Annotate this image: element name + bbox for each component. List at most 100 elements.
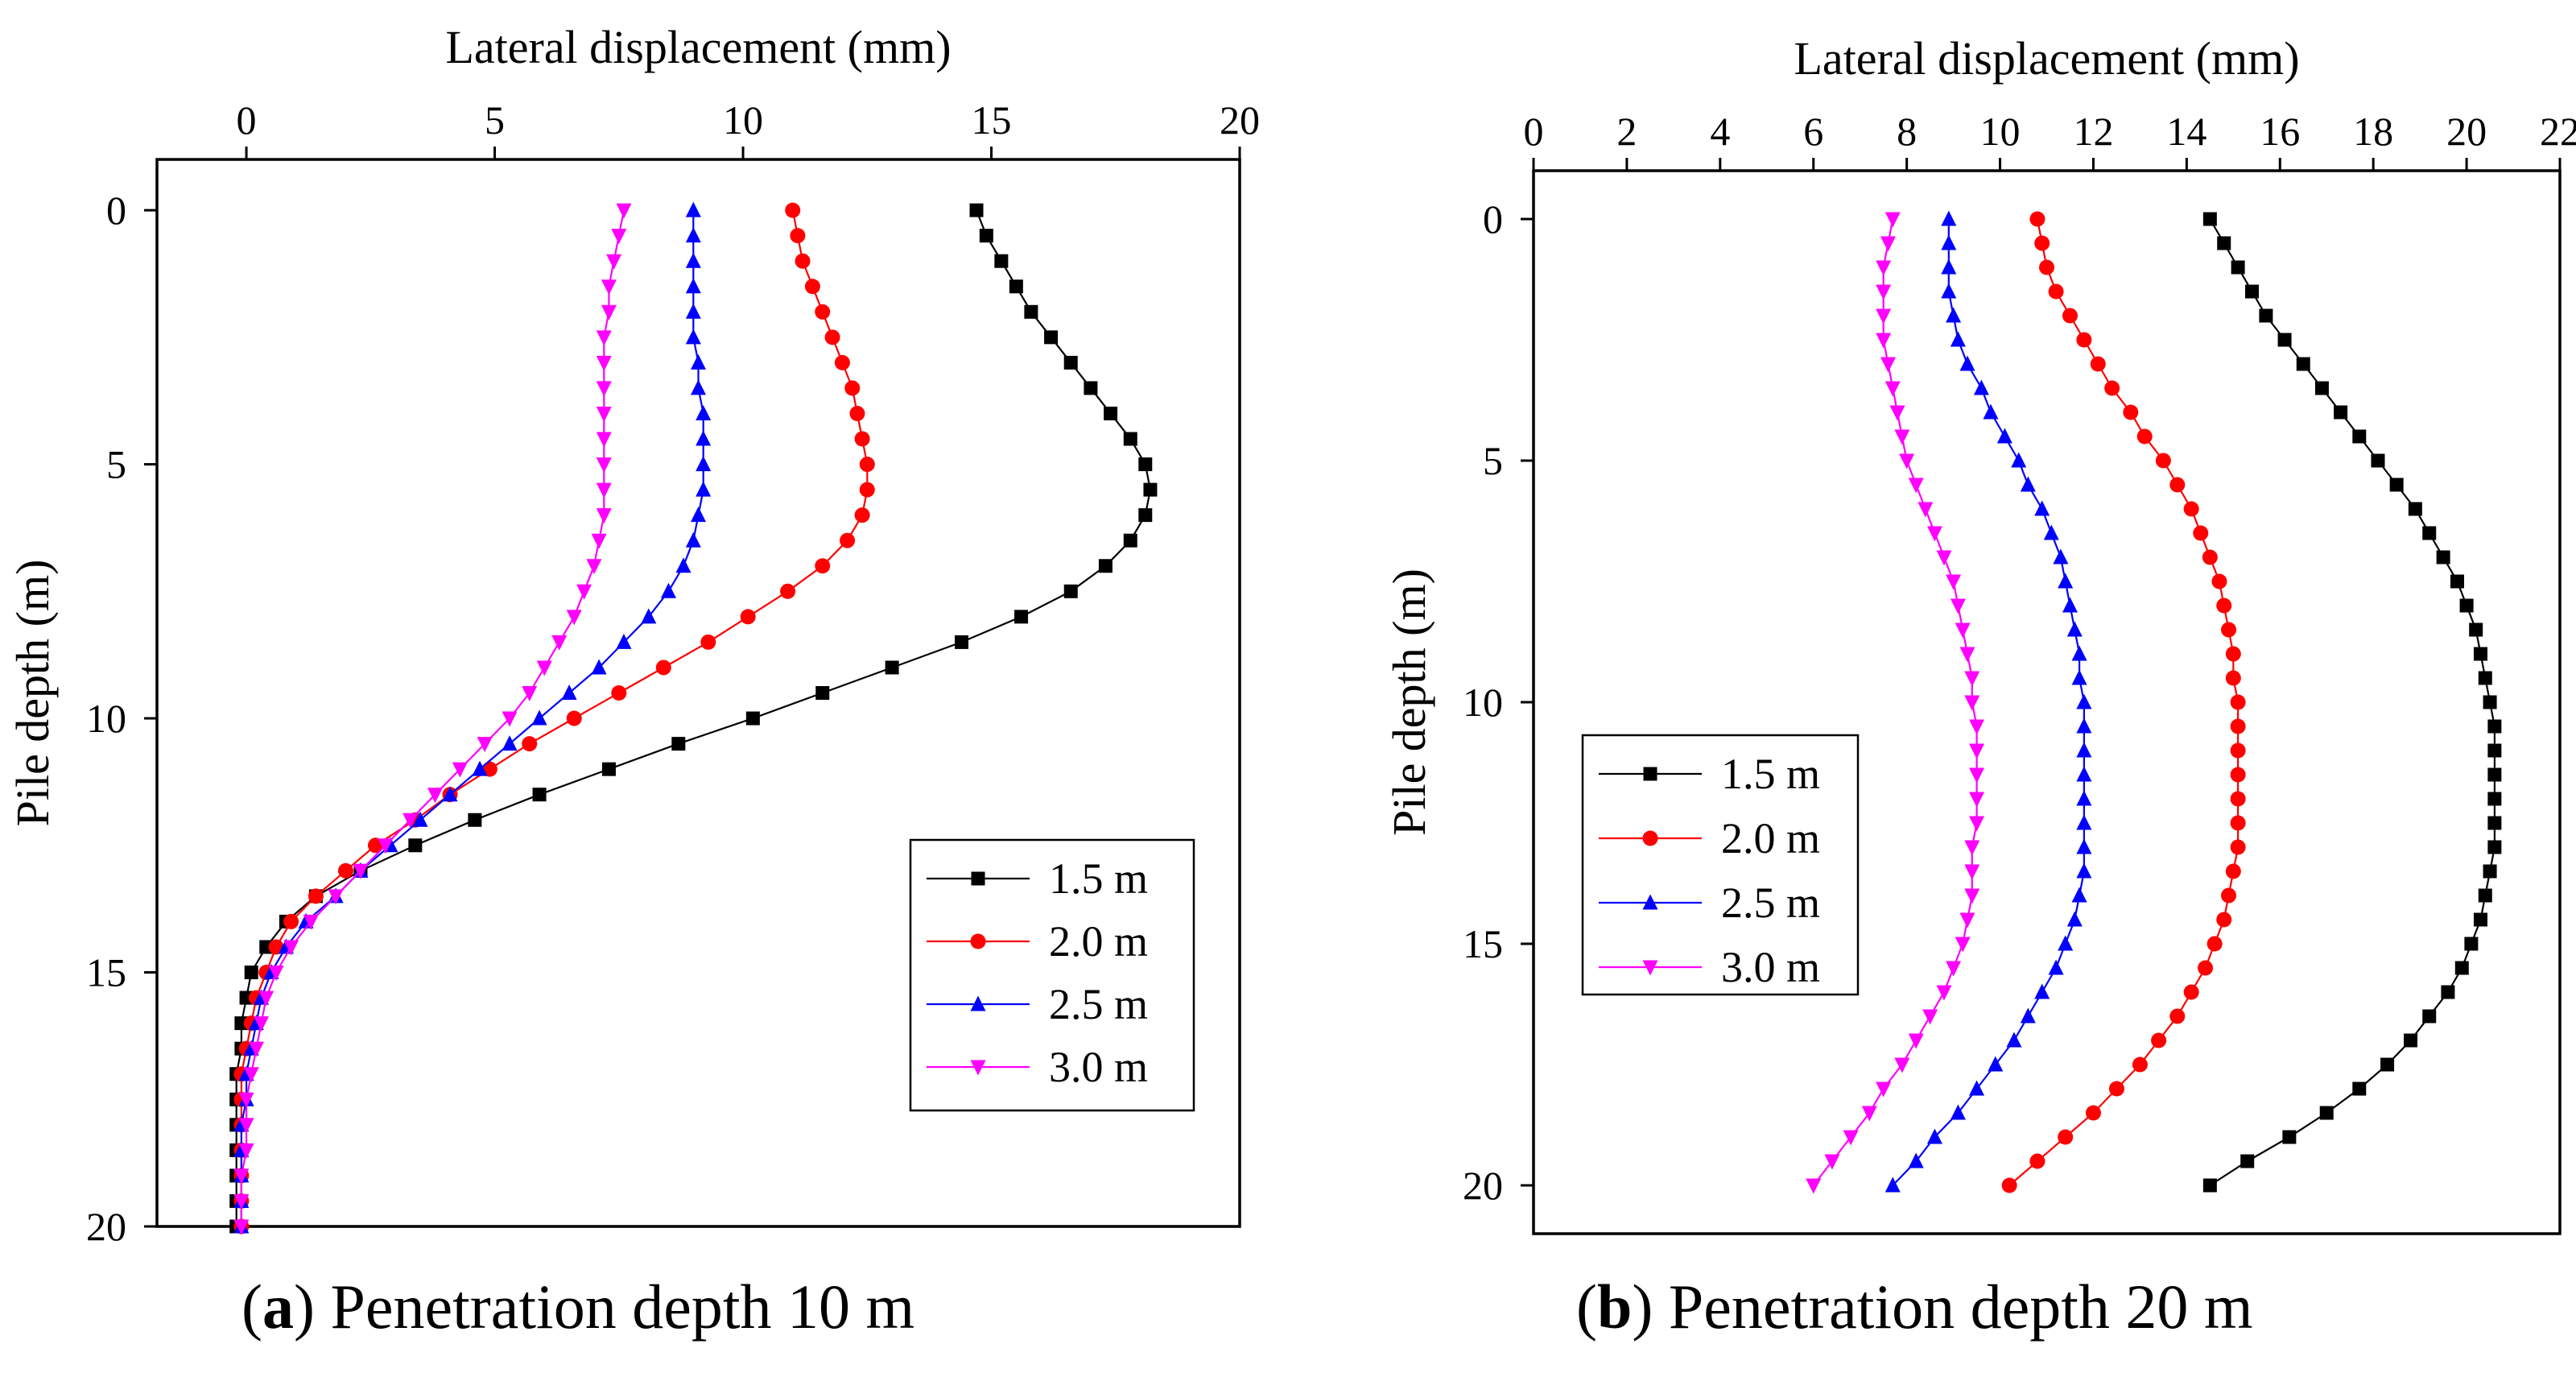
- data-point: [685, 278, 701, 294]
- legend-marker: [1642, 830, 1658, 846]
- data-point: [2473, 912, 2487, 927]
- data-point: [2020, 1007, 2036, 1024]
- data-point: [2487, 719, 2502, 734]
- data-point: [1876, 284, 1892, 300]
- data-point: [2108, 1081, 2124, 1097]
- data-point: [2193, 525, 2209, 541]
- data-point: [1009, 279, 1023, 294]
- data-point: [2487, 816, 2502, 830]
- legend-label: 3.0 m: [1721, 943, 1820, 991]
- data-point: [691, 379, 706, 395]
- data-point: [1969, 719, 1985, 735]
- data-point: [685, 252, 701, 268]
- data-point: [969, 203, 984, 217]
- data-point: [2230, 839, 2246, 855]
- data-point: [2408, 502, 2422, 516]
- data-point: [1964, 671, 1980, 687]
- data-point: [1996, 428, 2013, 444]
- data-point: [2334, 405, 2348, 420]
- data-point: [1104, 406, 1118, 420]
- data-point: [844, 380, 861, 396]
- data-point: [2231, 260, 2245, 275]
- data-point: [2202, 549, 2218, 565]
- data-point: [1959, 647, 1975, 663]
- data-point: [2422, 526, 2437, 540]
- data-point: [2132, 1057, 2148, 1073]
- data-point: [1044, 330, 1059, 345]
- data-point: [1922, 1009, 1938, 1025]
- data-point: [2090, 356, 2106, 372]
- data-point: [522, 736, 538, 752]
- data-point: [2217, 236, 2231, 250]
- data-point: [596, 330, 612, 346]
- y-tick-label: 20: [1463, 1163, 1503, 1208]
- data-point: [2352, 429, 2367, 444]
- data-point: [2314, 381, 2329, 395]
- data-point: [1983, 403, 1999, 420]
- data-point: [2450, 574, 2464, 589]
- data-point: [1880, 236, 1896, 252]
- data-point: [591, 659, 607, 675]
- data-point: [1908, 1033, 1924, 1049]
- x-axis-title: Lateral displacement (mm): [1794, 32, 2299, 85]
- data-point: [2058, 1129, 2074, 1145]
- data-point: [536, 660, 552, 676]
- data-point: [402, 813, 419, 829]
- legend-label: 2.5 m: [1721, 879, 1820, 927]
- data-point: [472, 760, 488, 776]
- data-point: [596, 457, 612, 474]
- data-point: [2011, 452, 2027, 468]
- data-point: [591, 533, 607, 549]
- data-point: [2296, 357, 2310, 371]
- data-point: [2066, 911, 2083, 927]
- data-point: [596, 508, 612, 524]
- legend-box: [1581, 734, 1860, 996]
- x-tick-label: 6: [1803, 109, 1823, 154]
- data-point: [2183, 501, 2199, 517]
- data-point: [2076, 332, 2092, 348]
- legend-marker: [970, 995, 986, 1011]
- series-3-0-m-m: [1806, 212, 1985, 1194]
- data-point: [1946, 307, 1962, 323]
- data-point: [671, 737, 686, 751]
- data-point: [1950, 331, 1966, 347]
- data-point: [268, 966, 284, 982]
- data-point: [2483, 864, 2497, 879]
- data-point: [2389, 478, 2404, 492]
- legend-label: 1.5 m: [1049, 854, 1148, 903]
- data-point: [696, 430, 712, 446]
- data-point: [596, 355, 612, 371]
- data-point: [1950, 1104, 1966, 1120]
- data-point: [244, 966, 258, 980]
- data-point: [740, 609, 756, 625]
- x-tick-label: 5: [485, 97, 505, 143]
- legend: 1.5 m 2.0 m 2.5 m 3.0 m: [1581, 734, 1860, 996]
- data-point: [2071, 887, 2087, 903]
- data-point: [2221, 887, 2237, 904]
- data-point: [303, 914, 319, 930]
- data-point: [531, 709, 547, 726]
- plot-frame: [1532, 169, 2562, 1235]
- data-point: [2123, 404, 2139, 420]
- y-tick-label: 15: [86, 950, 126, 995]
- data-point: [2487, 767, 2502, 782]
- data-point: [442, 786, 458, 802]
- data-point: [532, 788, 547, 802]
- data-point: [1969, 792, 1985, 808]
- data-point: [2216, 912, 2232, 928]
- data-point: [2076, 718, 2092, 734]
- series-line: [1812, 218, 1978, 1186]
- legend-marker: [970, 933, 986, 949]
- data-point: [2225, 646, 2241, 662]
- data-point: [1876, 333, 1892, 349]
- data-point: [2058, 935, 2074, 951]
- data-point: [2006, 1032, 2022, 1048]
- data-point: [2076, 693, 2092, 709]
- data-point: [238, 1118, 254, 1134]
- y-tick-label: 10: [1463, 680, 1503, 725]
- data-point: [815, 558, 831, 574]
- series-line: [1892, 219, 2085, 1186]
- data-point: [1964, 695, 1980, 711]
- series-line: [240, 209, 625, 1226]
- data-point: [1964, 888, 1980, 904]
